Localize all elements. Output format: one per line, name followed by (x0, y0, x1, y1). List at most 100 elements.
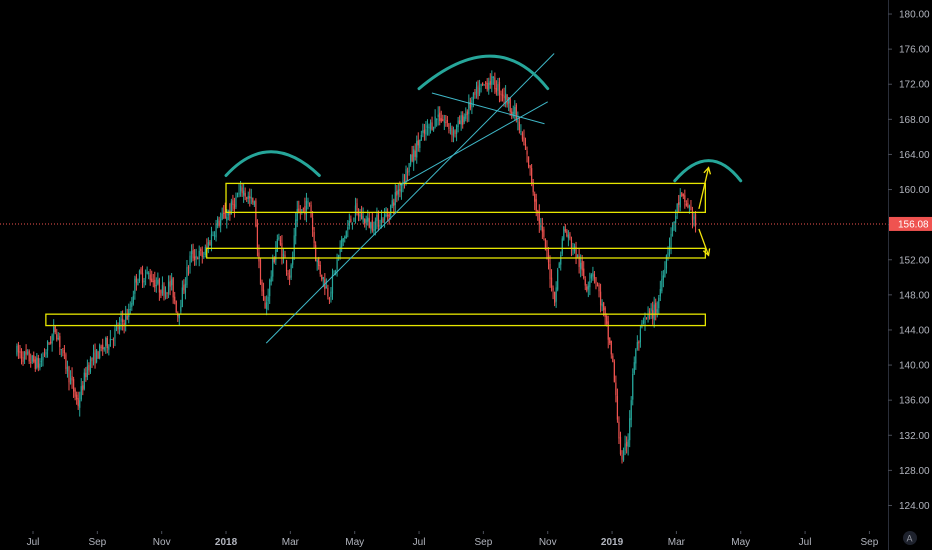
candle-down (511, 111, 513, 116)
candle-up (420, 135, 422, 141)
candle-down (598, 284, 600, 292)
price-axis[interactable]: 124.00 128.00 132.00 136.00 140.00 144.00 148.… (888, 10, 930, 512)
trendline-main-uptrend[interactable] (265, 53, 555, 344)
trendline-secondary-uptrend[interactable] (399, 101, 548, 186)
candle-up (215, 223, 217, 238)
candle-up (132, 295, 134, 304)
arc-right-shoulder[interactable] (673, 159, 743, 183)
auto-scale-label[interactable]: A (907, 534, 913, 544)
candle-down (224, 211, 226, 219)
candle-down (687, 202, 689, 208)
candle-up (422, 130, 424, 133)
arrow-down-shaft[interactable] (698, 228, 710, 256)
candle-up (45, 352, 47, 355)
candle-down (288, 275, 291, 279)
candle-down (284, 254, 286, 259)
candle-down (187, 267, 190, 269)
candle-down (135, 276, 138, 283)
arc-head[interactable] (417, 54, 550, 91)
candle-up (630, 400, 632, 420)
trendlines-layer[interactable] (265, 53, 555, 344)
zone-upper[interactable] (225, 182, 707, 214)
candle-down (440, 118, 442, 122)
candle-down (281, 243, 283, 259)
candle-up (555, 287, 557, 302)
candle-up (128, 309, 130, 318)
candle-up (305, 200, 308, 215)
arrow-down-head[interactable] (702, 248, 711, 257)
auto-scale-button[interactable]: A (903, 531, 917, 545)
candle-down (315, 244, 317, 262)
candle-up (465, 114, 467, 119)
candle-down (638, 341, 640, 344)
candle-up (675, 215, 677, 224)
candle-up (178, 313, 180, 319)
candle-down (371, 220, 373, 231)
candle-down (486, 82, 488, 90)
candle-up (644, 315, 646, 324)
candle-down (626, 441, 628, 447)
candle-down (151, 278, 153, 282)
candle-down (527, 156, 530, 167)
candle-up (16, 345, 18, 355)
candle-up (330, 291, 332, 298)
candle-down (462, 115, 464, 125)
candle-down (621, 455, 623, 460)
candle-down (223, 212, 225, 214)
trendline-wedge-top[interactable] (431, 92, 545, 125)
candle-up (659, 288, 661, 297)
candle-up (437, 114, 439, 117)
candle-up (247, 196, 249, 200)
pattern-arcs-layer[interactable] (224, 54, 743, 183)
candle-down (122, 318, 124, 322)
candle-down (34, 359, 36, 369)
candle-down (684, 195, 686, 202)
candle-up (504, 93, 507, 100)
candle-up (79, 400, 81, 408)
candle-down (615, 382, 617, 396)
arrow-up-shaft[interactable] (698, 167, 710, 209)
time-axis[interactable]: Jul Sep Nov 2018 Mar May Jul Sep Nov 2019 Mar May Ju… (27, 531, 879, 548)
candle-down (241, 187, 243, 194)
candle-up (204, 247, 206, 256)
candle-up (488, 82, 490, 91)
candle-down (423, 129, 426, 134)
candle-up (301, 209, 303, 213)
candle-down (393, 202, 395, 206)
arrow-up[interactable] (698, 166, 712, 209)
candle-up (665, 255, 668, 269)
candle-up (679, 194, 681, 208)
candle-up (563, 226, 565, 240)
candle-down (482, 82, 484, 85)
arc-left-shoulder[interactable] (224, 150, 321, 178)
candle-up (508, 97, 510, 104)
candle-up (452, 130, 455, 137)
candle-up (342, 238, 344, 242)
candle-up (627, 439, 629, 447)
candle-up (497, 84, 499, 91)
candle-up (463, 116, 465, 123)
candle-down (477, 85, 479, 97)
candle-up (671, 222, 674, 232)
last-price-tag-text: 156.08 (898, 219, 929, 230)
arrow-down[interactable] (698, 228, 711, 257)
candle-up (333, 271, 335, 273)
last-price-tag: 156.08 (889, 216, 932, 231)
candle-up (662, 275, 664, 280)
candle-up (632, 374, 634, 400)
candle-up (23, 352, 26, 360)
candle-down (690, 206, 692, 211)
candle-down (302, 207, 304, 209)
candle-down (532, 182, 534, 193)
zone-lower[interactable] (45, 313, 707, 327)
candle-down (607, 321, 609, 340)
x-tick-label: 2019 (601, 537, 624, 548)
candle-up (642, 321, 645, 323)
auto-scale-circle[interactable] (903, 531, 917, 545)
candle-up (272, 258, 274, 277)
candle-down (298, 208, 300, 212)
projection-arrows-layer[interactable] (698, 166, 712, 257)
candle-down (610, 340, 612, 355)
arrow-up-head[interactable] (703, 166, 712, 175)
